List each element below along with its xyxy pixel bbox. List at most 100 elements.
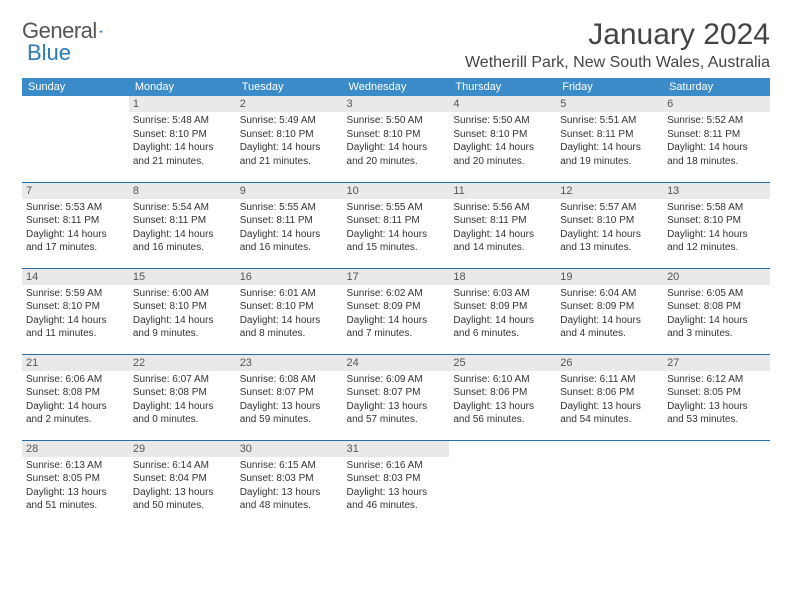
calendar-body: 1Sunrise: 5:48 AMSunset: 8:10 PMDaylight… <box>22 96 770 526</box>
header: General January 2024 Wetherill Park, New… <box>22 18 770 72</box>
calendar-day-cell: 21 Sunrise: 6:06 AMSunset: 8:08 PMDayligh… <box>22 354 129 440</box>
sun-info: Sunrise: 6:13 AMSunset: 8:05 PMDaylight:… <box>26 459 125 513</box>
weekday-header: Saturday <box>663 78 770 96</box>
sun-info: Sunrise: 5:58 AMSunset: 8:10 PMDaylight:… <box>667 201 766 255</box>
day-number: 25 <box>449 355 556 371</box>
sun-info: Sunrise: 6:06 AMSunset: 8:08 PMDaylight:… <box>26 373 125 427</box>
day-number: 22 <box>129 355 236 371</box>
calendar-day-cell: 15 Sunrise: 6:00 AMSunset: 8:10 PMDayligh… <box>129 268 236 354</box>
sun-info: Sunrise: 5:56 AMSunset: 8:11 PMDaylight:… <box>453 201 552 255</box>
sun-info: Sunrise: 5:49 AMSunset: 8:10 PMDaylight:… <box>240 114 339 168</box>
calendar-day-cell <box>22 96 129 182</box>
calendar-day-cell: 12 Sunrise: 5:57 AMSunset: 8:10 PMDayligh… <box>556 182 663 268</box>
calendar-day-cell: 9Sunrise: 5:55 AMSunset: 8:11 PMDaylight… <box>236 182 343 268</box>
month-title: January 2024 <box>465 18 770 52</box>
calendar-day-cell: 3 Sunrise: 5:50 AMSunset: 8:10 PMDaylight… <box>343 96 450 182</box>
calendar-day-cell <box>556 440 663 526</box>
calendar-day-cell: 28Sunrise: 6:13 AMSunset: 8:05 PMDayligh… <box>22 440 129 526</box>
day-number: 21 <box>22 355 129 371</box>
day-number: 15 <box>129 269 236 285</box>
calendar-week-row: 14 Sunrise: 5:59 AMSunset: 8:10 PMDayligh… <box>22 268 770 354</box>
sun-info: Sunrise: 5:54 AMSunset: 8:11 PMDaylight:… <box>133 201 232 255</box>
calendar-day-cell: 16Sunrise: 6:01 AMSunset: 8:10 PMDayligh… <box>236 268 343 354</box>
sun-info: Sunrise: 6:12 AMSunset: 8:05 PMDaylight:… <box>667 373 766 427</box>
calendar-day-cell: 7 Sunrise: 5:53 AMSunset: 8:11 PMDaylight… <box>22 182 129 268</box>
calendar-day-cell: 17 Sunrise: 6:02 AMSunset: 8:09 PMDayligh… <box>343 268 450 354</box>
day-number: 18 <box>449 269 556 285</box>
weekday-header: Thursday <box>449 78 556 96</box>
calendar-day-cell: 25 Sunrise: 6:10 AMSunset: 8:06 PMDayligh… <box>449 354 556 440</box>
sun-info: Sunrise: 5:55 AMSunset: 8:11 PMDaylight:… <box>347 201 446 255</box>
day-number: 13 <box>663 183 770 199</box>
sun-info: Sunrise: 5:52 AMSunset: 8:11 PMDaylight:… <box>667 114 766 168</box>
sun-info: Sunrise: 5:51 AMSunset: 8:11 PMDaylight:… <box>560 114 659 168</box>
sun-info: Sunrise: 6:03 AMSunset: 8:09 PMDaylight:… <box>453 287 552 341</box>
day-number: 3 <box>343 96 450 112</box>
calendar-week-row: 1Sunrise: 5:48 AMSunset: 8:10 PMDaylight… <box>22 96 770 182</box>
calendar-day-cell: 11 Sunrise: 5:56 AMSunset: 8:11 PMDayligh… <box>449 182 556 268</box>
brand-word2: Blue <box>27 40 71 66</box>
calendar-day-cell: 22Sunrise: 6:07 AMSunset: 8:08 PMDayligh… <box>129 354 236 440</box>
day-number: 7 <box>22 183 129 199</box>
day-number: 12 <box>556 183 663 199</box>
day-number: 20 <box>663 269 770 285</box>
day-number: 10 <box>343 183 450 199</box>
calendar-day-cell: 5 Sunrise: 5:51 AMSunset: 8:11 PMDaylight… <box>556 96 663 182</box>
sun-info: Sunrise: 6:00 AMSunset: 8:10 PMDaylight:… <box>133 287 232 341</box>
sun-info: Sunrise: 6:09 AMSunset: 8:07 PMDaylight:… <box>347 373 446 427</box>
calendar-day-cell <box>663 440 770 526</box>
weekday-header-row: SundayMondayTuesdayWednesdayThursdayFrid… <box>22 78 770 96</box>
calendar-day-cell: 23Sunrise: 6:08 AMSunset: 8:07 PMDayligh… <box>236 354 343 440</box>
calendar-day-cell: 27 Sunrise: 6:12 AMSunset: 8:05 PMDayligh… <box>663 354 770 440</box>
sun-info: Sunrise: 6:02 AMSunset: 8:09 PMDaylight:… <box>347 287 446 341</box>
calendar-day-cell: 29 Sunrise: 6:14 AMSunset: 8:04 PMDayligh… <box>129 440 236 526</box>
day-number: 5 <box>556 96 663 112</box>
day-number: 24 <box>343 355 450 371</box>
weekday-header: Wednesday <box>343 78 450 96</box>
calendar-day-cell: 31Sunrise: 6:16 AMSunset: 8:03 PMDayligh… <box>343 440 450 526</box>
sun-info: Sunrise: 6:15 AMSunset: 8:03 PMDaylight:… <box>240 459 339 513</box>
calendar-day-cell: 30 Sunrise: 6:15 AMSunset: 8:03 PMDayligh… <box>236 440 343 526</box>
day-number: 6 <box>663 96 770 112</box>
calendar-day-cell: 10 Sunrise: 5:55 AMSunset: 8:11 PMDayligh… <box>343 182 450 268</box>
sun-info: Sunrise: 6:04 AMSunset: 8:09 PMDaylight:… <box>560 287 659 341</box>
sun-info: Sunrise: 5:53 AMSunset: 8:11 PMDaylight:… <box>26 201 125 255</box>
day-number: 11 <box>449 183 556 199</box>
day-number: 23 <box>236 355 343 371</box>
weekday-header: Monday <box>129 78 236 96</box>
calendar-day-cell <box>449 440 556 526</box>
calendar-table: SundayMondayTuesdayWednesdayThursdayFrid… <box>22 78 770 526</box>
sun-info: Sunrise: 5:59 AMSunset: 8:10 PMDaylight:… <box>26 287 125 341</box>
calendar-day-cell: 24 Sunrise: 6:09 AMSunset: 8:07 PMDayligh… <box>343 354 450 440</box>
calendar-day-cell: 1Sunrise: 5:48 AMSunset: 8:10 PMDaylight… <box>129 96 236 182</box>
day-number: 30 <box>236 441 343 457</box>
day-number: 4 <box>449 96 556 112</box>
weekday-header: Sunday <box>22 78 129 96</box>
day-number: 29 <box>129 441 236 457</box>
weekday-header: Friday <box>556 78 663 96</box>
location: Wetherill Park, New South Wales, Austral… <box>465 54 770 72</box>
sun-info: Sunrise: 6:11 AMSunset: 8:06 PMDaylight:… <box>560 373 659 427</box>
day-number: 27 <box>663 355 770 371</box>
sun-info: Sunrise: 5:50 AMSunset: 8:10 PMDaylight:… <box>453 114 552 168</box>
calendar-day-cell: 14 Sunrise: 5:59 AMSunset: 8:10 PMDayligh… <box>22 268 129 354</box>
calendar-week-row: 7 Sunrise: 5:53 AMSunset: 8:11 PMDaylight… <box>22 182 770 268</box>
calendar-day-cell: 26 Sunrise: 6:11 AMSunset: 8:06 PMDayligh… <box>556 354 663 440</box>
sun-info: Sunrise: 5:57 AMSunset: 8:10 PMDaylight:… <box>560 201 659 255</box>
day-number: 26 <box>556 355 663 371</box>
calendar-day-cell: 6 Sunrise: 5:52 AMSunset: 8:11 PMDaylight… <box>663 96 770 182</box>
day-number: 8 <box>129 183 236 199</box>
sun-info: Sunrise: 5:50 AMSunset: 8:10 PMDaylight:… <box>347 114 446 168</box>
sun-info: Sunrise: 5:48 AMSunset: 8:10 PMDaylight:… <box>133 114 232 168</box>
calendar-day-cell: 19Sunrise: 6:04 AMSunset: 8:09 PMDayligh… <box>556 268 663 354</box>
day-number: 14 <box>22 269 129 285</box>
day-number: 17 <box>343 269 450 285</box>
sun-info: Sunrise: 6:01 AMSunset: 8:10 PMDaylight:… <box>240 287 339 341</box>
title-block: January 2024 Wetherill Park, New South W… <box>465 18 770 72</box>
sun-info: Sunrise: 6:14 AMSunset: 8:04 PMDaylight:… <box>133 459 232 513</box>
calendar-week-row: 28Sunrise: 6:13 AMSunset: 8:05 PMDayligh… <box>22 440 770 526</box>
sun-info: Sunrise: 6:10 AMSunset: 8:06 PMDaylight:… <box>453 373 552 427</box>
day-number: 31 <box>343 441 450 457</box>
brand-triangle-icon <box>99 22 103 40</box>
calendar-week-row: 21 Sunrise: 6:06 AMSunset: 8:08 PMDayligh… <box>22 354 770 440</box>
